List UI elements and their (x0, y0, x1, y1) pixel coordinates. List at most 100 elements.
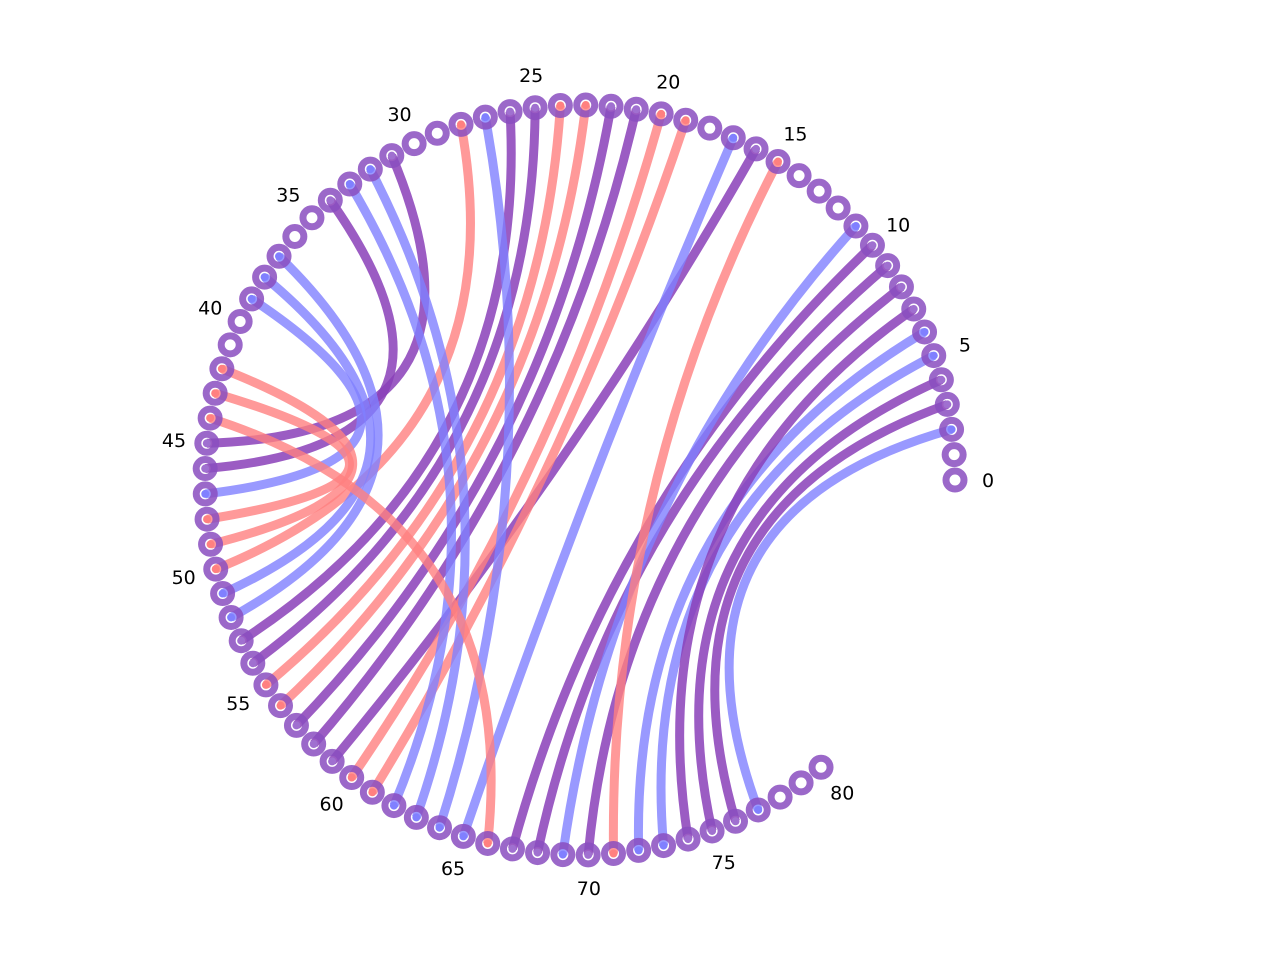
node-2 (939, 416, 965, 442)
node-center (347, 773, 356, 782)
node-center (237, 636, 246, 645)
node-27 (472, 104, 498, 130)
node-center (217, 364, 226, 373)
node-3 (934, 391, 960, 417)
node-69 (550, 842, 576, 868)
node-20 (648, 101, 674, 127)
node-ring (240, 650, 266, 676)
node-ring (359, 779, 385, 805)
node-center (581, 101, 590, 110)
node-17 (720, 125, 746, 151)
node-47 (192, 481, 218, 507)
node-center (609, 849, 618, 858)
node-center (752, 144, 761, 153)
node-ring (252, 264, 278, 290)
pair-arc-23-56 (277, 104, 591, 709)
node-ring (788, 770, 814, 796)
node-ring (450, 823, 476, 849)
node-41 (217, 332, 243, 358)
node-ring (194, 506, 220, 532)
node-42 (209, 356, 235, 382)
node-ring (497, 99, 523, 125)
node-center (387, 151, 396, 160)
node-center (632, 105, 641, 114)
node-ring (472, 104, 498, 130)
node-center (556, 101, 565, 110)
node-4 (928, 367, 954, 393)
node-center (533, 848, 542, 857)
node-ring (673, 107, 699, 133)
node-ring (381, 793, 407, 819)
pair-arc-15-71 (608, 159, 783, 854)
node-center (947, 425, 956, 434)
node-center (834, 203, 843, 212)
node-75 (699, 818, 725, 844)
node-ring (745, 797, 771, 823)
node-72 (626, 837, 652, 863)
node-66 (475, 830, 501, 856)
node-13 (806, 178, 832, 204)
node-ring (743, 136, 769, 162)
node-label: 45 (162, 430, 186, 452)
pair-arc-31-45 (206, 153, 430, 448)
node-center (326, 196, 335, 205)
node-ring (921, 343, 947, 369)
node-32 (357, 156, 383, 182)
node-40 (227, 309, 253, 335)
node-center (909, 305, 918, 314)
node-ring (598, 93, 624, 119)
node-center (851, 222, 860, 231)
node-label: 75 (712, 852, 736, 874)
node-center (817, 763, 826, 772)
node-center (897, 282, 906, 291)
node-29 (424, 120, 450, 146)
pair-arc-37-52 (228, 253, 383, 622)
node-ring (767, 784, 793, 810)
node-center (433, 129, 442, 138)
node-26 (497, 99, 523, 125)
pair-arc-21-58 (310, 108, 641, 747)
node-ring (806, 178, 832, 204)
pair-arc-43-48 (206, 388, 354, 524)
node-5 (921, 343, 947, 369)
node-59 (319, 748, 345, 774)
node-label: 5 (959, 335, 971, 357)
pair-arc-25-54 (250, 107, 540, 667)
node-center (705, 124, 714, 133)
node-center (410, 139, 419, 148)
node-ring (301, 731, 327, 757)
node-8 (888, 274, 914, 300)
node-ring (424, 120, 450, 146)
node-label: 15 (783, 124, 807, 146)
node-label: 70 (577, 878, 601, 900)
node-ring (209, 356, 235, 382)
node-65 (450, 823, 476, 849)
node-30 (401, 131, 427, 157)
node-ring (217, 332, 243, 358)
node-center (389, 801, 398, 810)
node-ring (198, 531, 224, 557)
node-ring (547, 93, 573, 119)
node-16 (743, 136, 769, 162)
node-ring (197, 405, 223, 431)
node-center (729, 133, 738, 142)
node-48 (194, 506, 220, 532)
node-ring (808, 754, 834, 780)
node-22 (598, 93, 624, 119)
node-center (951, 476, 959, 484)
node-64 (427, 815, 453, 841)
node-center (774, 157, 783, 166)
node-label: 10 (886, 215, 910, 237)
node-ring (218, 604, 244, 630)
node-ring (282, 223, 308, 249)
node-label: 40 (198, 298, 222, 320)
node-1 (941, 442, 967, 468)
node-center (659, 841, 668, 850)
node-ring (575, 842, 601, 868)
node-ring (600, 841, 626, 867)
node-ring (875, 253, 901, 279)
node-label: 80 (830, 783, 854, 805)
pair-arc-39-47 (204, 295, 366, 499)
node-79 (788, 770, 814, 796)
node-ring (934, 391, 960, 417)
